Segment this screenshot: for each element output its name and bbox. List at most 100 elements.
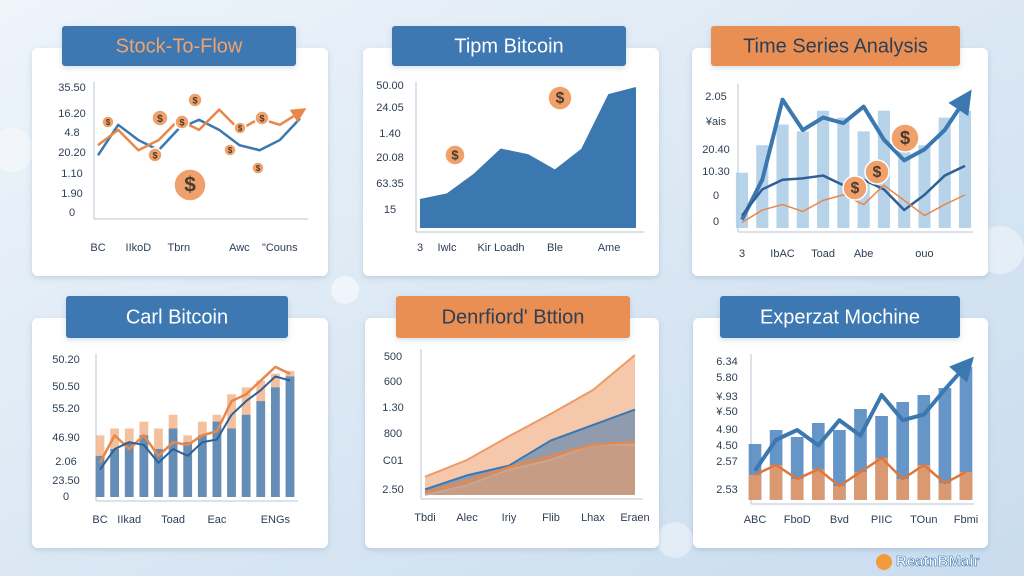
coin-symbol: $ [873, 164, 882, 181]
x-label: BC [92, 514, 107, 526]
x-label: Fbmi [954, 514, 978, 526]
y-label: 2.57 [716, 456, 737, 468]
coin [147, 147, 163, 163]
y-label: 0 [713, 216, 719, 228]
x-label: Tbdi [414, 512, 435, 524]
y-label: 50.00 [376, 80, 404, 92]
y-label: ¥ais [705, 116, 727, 128]
coin-symbol: $ [238, 124, 243, 133]
coin-symbol: $ [228, 146, 233, 155]
coin-symbol: $ [851, 180, 860, 197]
x-label: Iriy [502, 512, 517, 524]
area [420, 88, 636, 228]
y-label: 500 [384, 351, 402, 363]
x-label: IbAC [770, 248, 795, 260]
x-label: Iwlc [438, 242, 457, 254]
series-line [98, 365, 291, 464]
plot: 50.00 24.05 1.40 20.08 63.35 15 3 Iwlc Kir Loadh… [376, 80, 644, 254]
bokeh [0, 128, 34, 172]
bar [197, 435, 207, 497]
title-box [711, 26, 960, 66]
bar [958, 110, 972, 228]
y-label: 24.05 [376, 102, 404, 114]
coin [101, 115, 115, 129]
y-label: 63.35 [376, 178, 404, 190]
x-label: Eac [207, 514, 226, 526]
bar [896, 479, 910, 500]
bar [854, 472, 867, 500]
y-label: 35.50 [58, 82, 86, 94]
bar [833, 486, 846, 500]
coin [187, 92, 203, 108]
series-line [99, 375, 291, 471]
area-edge [424, 354, 636, 478]
coin-symbol: $ [900, 128, 910, 148]
chart-title: Carl Bitcoin [126, 306, 228, 328]
x-label: Abe [854, 248, 874, 260]
bar [959, 472, 973, 500]
y-label: 800 [384, 428, 402, 440]
coin-symbol: $ [556, 90, 565, 107]
y-label: 4.50 [716, 440, 737, 452]
bar [139, 435, 149, 497]
y-label: 50.50 [52, 381, 80, 393]
y-label: 46.90 [52, 432, 80, 444]
x-label: Bvd [830, 514, 849, 526]
y-label: 1.10 [61, 168, 82, 180]
chart-title: Denrfiord' Bttion [442, 306, 585, 328]
x-label: ENGs [261, 514, 291, 526]
x-label: "Couns [262, 242, 298, 254]
title-box [720, 296, 960, 338]
y-label: 10.30 [702, 166, 730, 178]
coin [173, 168, 207, 202]
coin [890, 123, 920, 153]
y-label: 2.53 [716, 484, 737, 496]
bar [95, 455, 105, 497]
brand: ReatnBMair [896, 553, 980, 570]
x-label: Ble [547, 242, 563, 254]
x-label: Toad [811, 248, 835, 260]
x-label: FboD [784, 514, 811, 526]
x-label: Lhax [581, 512, 605, 524]
bar [748, 474, 762, 500]
y-label: 5.80 [716, 372, 737, 384]
series-line [754, 456, 967, 488]
y-label: 20.20 [58, 147, 86, 159]
bar [817, 110, 830, 228]
coin [842, 175, 868, 201]
y-label: 0 [713, 190, 719, 202]
y-label: 23.50 [52, 475, 80, 487]
y-label: 0 [69, 207, 75, 219]
bar [938, 117, 951, 228]
x-label: Tbrn [167, 242, 190, 254]
coin [151, 109, 169, 127]
bar [811, 469, 825, 500]
bar [938, 388, 952, 500]
y-label: 1.90 [61, 188, 82, 200]
bar [918, 145, 931, 228]
coin-symbol: $ [179, 117, 184, 127]
x-label: Ame [598, 242, 621, 254]
bar [271, 387, 280, 497]
bokeh [657, 522, 693, 558]
y-label: 1.30 [382, 402, 403, 414]
coin [223, 143, 237, 157]
bar [241, 414, 251, 497]
x-label: Alec [456, 512, 478, 524]
y-label: 4.90 [716, 424, 737, 436]
x-label: IIkoD [126, 242, 152, 254]
coin-symbol: $ [152, 150, 157, 160]
bar [790, 479, 804, 500]
coin [864, 159, 890, 185]
coin-symbol: $ [106, 118, 111, 127]
y-label: ¥.50 [715, 406, 737, 418]
bar [959, 367, 973, 500]
coin-symbol: $ [451, 147, 459, 162]
coin [174, 114, 190, 130]
y-label: C01 [383, 455, 403, 467]
x-label: Flib [542, 512, 560, 524]
bar [285, 376, 295, 497]
coin [444, 144, 466, 166]
coin-symbol: $ [192, 95, 197, 105]
